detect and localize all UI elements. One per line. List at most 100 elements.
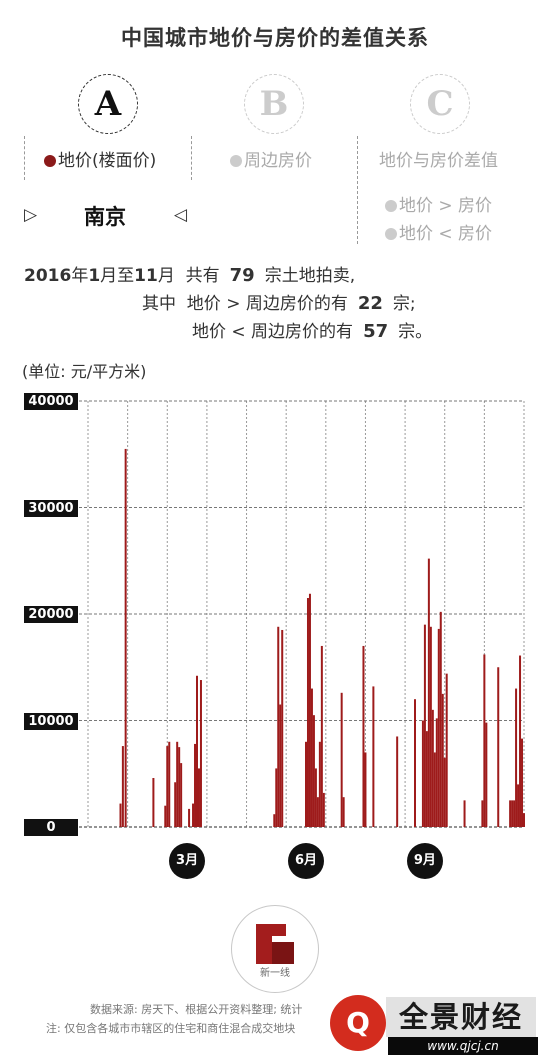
data-bar: [443, 757, 446, 827]
summary-line-3: 地价 < 周边房价的有 57 宗。: [192, 317, 432, 342]
unit-label: (单位: 元/平方米): [22, 362, 147, 381]
bar-chart: [24, 400, 525, 828]
x-tick-label: 3月: [169, 843, 206, 879]
data-bar: [188, 808, 191, 827]
data-bar: [306, 598, 309, 827]
data-bar: [439, 611, 442, 827]
legend-land-lt-house: 地价 < 房价: [385, 219, 492, 244]
data-bar: [433, 752, 436, 827]
data-bar: [521, 738, 524, 827]
data-bar: [445, 673, 448, 827]
data-bar: [152, 778, 155, 827]
divider: [357, 136, 358, 244]
data-bar: [519, 655, 522, 827]
data-bar: [277, 626, 280, 827]
summary-gt-count: 22: [357, 293, 383, 314]
summary-month-start: 1: [88, 266, 101, 286]
data-bar: [497, 667, 500, 827]
summary-text: 宗。: [398, 322, 433, 342]
data-bar: [362, 645, 365, 827]
summary-text: 年: [71, 266, 89, 286]
tab-c[interactable]: C: [410, 74, 470, 134]
prev-city-arrow-icon[interactable]: ▷: [24, 205, 38, 225]
watermark-name: 全景财经: [386, 997, 536, 1037]
city-name: 南京: [84, 205, 126, 229]
data-bar: [178, 747, 181, 827]
data-bar: [515, 688, 518, 827]
data-bar: [168, 741, 171, 827]
data-bar: [279, 704, 282, 827]
data-bar: [437, 628, 440, 827]
data-bar: [124, 448, 127, 827]
data-bar: [429, 626, 432, 827]
logo-icon: [256, 924, 294, 964]
y-tick-label: 40000: [24, 393, 78, 410]
summary-text: 宗土地拍卖,: [264, 266, 356, 286]
data-bar: [305, 741, 307, 827]
tab-label-a[interactable]: 地价(楼面价): [44, 146, 156, 171]
data-bar: [174, 782, 177, 827]
data-bar: [119, 803, 122, 827]
data-bar: [513, 800, 516, 827]
summary-total: 79: [229, 265, 255, 286]
data-bar: [425, 731, 428, 827]
data-bar: [281, 629, 284, 827]
summary-line-1: 2016年1月至11月 共有 79 宗土地拍卖,: [24, 261, 355, 286]
data-bar: [197, 768, 200, 827]
data-bar: [485, 722, 488, 827]
data-bar: [273, 814, 276, 827]
data-bar: [275, 768, 278, 827]
summary-text: 地价 < 周边房价的有: [192, 322, 354, 342]
data-bar: [192, 803, 195, 827]
divider: [191, 136, 192, 180]
data-bar: [342, 797, 345, 827]
data-bar: [441, 693, 444, 827]
data-bar: [308, 593, 311, 827]
data-bar: [164, 805, 167, 827]
summary-text: 其中 地价 > 周边房价的有: [142, 294, 348, 314]
divider: [24, 136, 25, 180]
data-bar: [199, 680, 202, 827]
logo: [231, 905, 319, 993]
legend-text: 地价 < 房价: [399, 224, 493, 244]
legend-dot-icon: [385, 228, 397, 240]
data-bar: [176, 741, 179, 827]
data-bar: [523, 813, 525, 827]
watermark-logo-icon: Q: [330, 995, 386, 1051]
data-bar: [121, 746, 124, 827]
x-tick-label: 6月: [288, 843, 324, 879]
summary-line-2: 其中 地价 > 周边房价的有 22 宗;: [142, 289, 416, 314]
data-bar: [483, 654, 486, 827]
legend-land-gt-house: 地价 > 房价: [385, 191, 492, 216]
tab-label-b-text: 周边房价: [244, 151, 312, 171]
tab-label-b[interactable]: 周边房价: [230, 146, 312, 171]
legend-dot-land-price: [44, 155, 56, 167]
data-bar: [322, 792, 325, 827]
next-city-arrow-icon[interactable]: ◁: [174, 205, 188, 225]
source-note: 数据来源: 房天下、根据公开资料整理; 统计: [90, 1003, 303, 1016]
summary-year: 2016: [24, 266, 72, 286]
data-bar: [421, 720, 424, 827]
data-bar: [463, 800, 466, 827]
tab-b[interactable]: B: [244, 74, 304, 134]
data-bar: [364, 752, 367, 827]
data-bar: [312, 715, 315, 827]
y-tick-label: 0: [24, 819, 78, 836]
data-bar: [509, 800, 512, 827]
data-bar: [314, 768, 317, 827]
data-bar: [316, 797, 319, 827]
tab-a[interactable]: A: [78, 74, 138, 134]
data-bar: [427, 558, 430, 827]
legend-dot-house-price: [230, 155, 242, 167]
data-bar: [517, 784, 520, 827]
data-bar: [414, 699, 416, 827]
y-tick-label: 30000: [24, 499, 78, 517]
data-bar: [435, 718, 438, 827]
logo-text: 新一线: [260, 968, 290, 979]
data-bar: [511, 800, 514, 827]
data-bar: [194, 743, 197, 827]
y-tick-label: 20000: [24, 606, 78, 623]
summary-text: 月 共有: [157, 266, 220, 286]
footnote: 注: 仅包含各城市市辖区的住宅和商住混合成交地块: [46, 1022, 296, 1035]
tab-label-c[interactable]: 地价与房价差值: [379, 151, 498, 171]
